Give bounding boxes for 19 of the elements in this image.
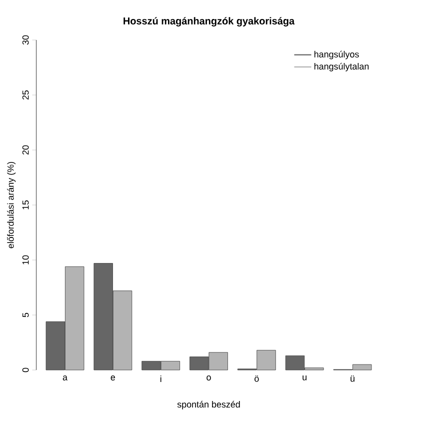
chart-title: Hosszú magánhangzók gyakorisága: [124, 17, 295, 26]
y-tick-label: 15: [22, 200, 29, 210]
y-tick-label: 10: [22, 255, 29, 264]
y-tick-label: 20: [22, 145, 29, 155]
x-tick-label: i: [160, 376, 162, 382]
y-tick-label: 30: [22, 35, 29, 45]
x-tick-label: o: [206, 376, 211, 380]
legend-label: hangsúlyos: [314, 50, 359, 60]
x-tick-label: ü: [350, 376, 354, 382]
y-tick-label: 25: [22, 90, 29, 100]
x-tick-label: e: [110, 376, 116, 380]
y-tick-label: 5: [22, 312, 29, 318]
x-tick-label: a: [62, 376, 68, 380]
x-tick-label: ö: [254, 376, 259, 382]
legend-label: hangsúlytalan: [314, 62, 369, 72]
y-tick-label: 0: [22, 368, 29, 372]
x-axis-title: spontán beszéd: [177, 400, 240, 410]
y-axis-title: előfordulási arány (%): [7, 162, 16, 248]
x-tick-label: u: [302, 376, 306, 380]
